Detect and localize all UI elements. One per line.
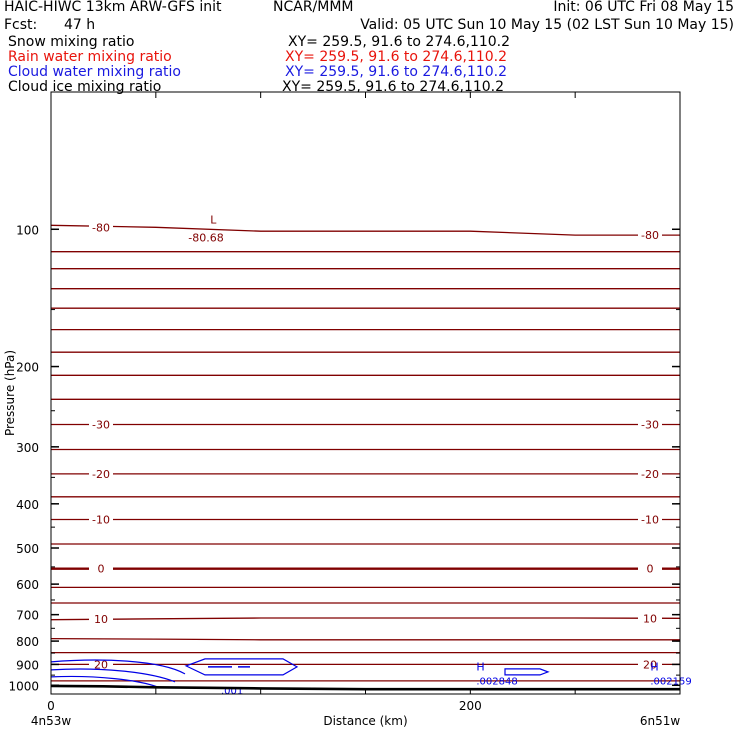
isotherm-label: 20 <box>94 658 108 671</box>
isotherm-label-bg <box>89 658 113 671</box>
isotherm-label-bg <box>89 467 113 480</box>
isotherm-label: -30 <box>92 419 110 432</box>
cloud-water-high-value: .002848 <box>476 676 517 687</box>
x-tick-label: 0 <box>47 699 55 713</box>
y-tick-label: 500 <box>16 542 39 556</box>
isotherm-label: -10 <box>92 514 110 527</box>
isotherm-label-bg <box>638 658 662 671</box>
isotherm-label: -10 <box>641 514 659 527</box>
init-time: Init: 06 UTC Fri 08 May 15 <box>553 0 734 15</box>
isotherm-label: 20 <box>643 658 657 671</box>
cloud-water-contour <box>50 659 186 675</box>
field-xy-cloud-water: XY= 259.5, 91.6 to 274.6,110.2 <box>285 64 508 80</box>
isotherm-line <box>50 617 681 621</box>
low-center-value: -80.68 <box>188 231 223 244</box>
low-center-marker: L <box>210 213 217 226</box>
isotherm-label: -20 <box>641 468 659 481</box>
isotherm-label: -80 <box>641 229 659 242</box>
isotherm-label: 10 <box>643 612 657 625</box>
isotherm-label: -80 <box>92 221 110 234</box>
section-start-label: 4n53w <box>31 714 72 728</box>
isotherm-label-bg <box>89 612 113 625</box>
cloud-water-cell-contour <box>184 658 299 676</box>
isotherm-label-bg <box>638 562 662 575</box>
cloud-water-contour <box>50 675 161 689</box>
isotherm-label-bg <box>89 513 113 526</box>
field-xy-snow: XY= 259.5, 91.6 to 274.6,110.2 <box>288 34 511 50</box>
isotherm-label-bg <box>89 562 113 575</box>
isotherm-label-bg <box>89 221 113 234</box>
y-tick-label: 700 <box>16 609 39 623</box>
y-tick-label: 900 <box>16 658 39 672</box>
y-tick-label: 600 <box>16 578 39 592</box>
x-tick-label: 200 <box>459 699 482 713</box>
isotherm-label: -30 <box>641 419 659 432</box>
isotherm-label: 0 <box>647 563 654 576</box>
y-tick-label: 300 <box>16 441 39 455</box>
field-xy-cloud-ice: XY= 259.5, 91.6 to 274.6,110.2 <box>282 79 505 95</box>
cloud-water-high-marker: H <box>650 660 658 673</box>
section-end-label: 6n51w <box>640 714 681 728</box>
valid-time: Valid: 05 UTC Sun 10 May 15 (02 LST Sun … <box>360 17 734 33</box>
field-name-snow: Snow mixing ratio <box>8 34 135 50</box>
y-tick-label: 800 <box>16 635 39 649</box>
cloud-water-group: .001 H .002848 H .002159 <box>50 658 692 697</box>
field-name-cloud-ice: Cloud ice mixing ratio <box>8 79 162 95</box>
cloud-water-high-marker: H <box>476 660 484 673</box>
plot-frame <box>50 91 681 695</box>
cloud-water-cell-contour <box>504 668 550 676</box>
y-tick-label: 200 <box>16 361 39 375</box>
isotherm-label: -20 <box>92 468 110 481</box>
label-group: L -80.68 <box>188 213 223 244</box>
terrain-line <box>50 684 680 691</box>
org-label: NCAR/MMM <box>273 0 354 15</box>
forecast-hours: 47 h <box>64 17 96 33</box>
forecast-label: Fcst: <box>4 17 38 33</box>
isotherm-line <box>50 224 680 236</box>
x-axis-title: Distance (km) <box>323 714 407 728</box>
model-title: HAIC-HIWC 13km ARW-GFS init <box>4 0 222 15</box>
isotherm-label-bg <box>638 513 662 526</box>
y-tick-label: 100 <box>16 223 39 237</box>
isotherm-label: 10 <box>94 613 108 626</box>
field-name-rain: Rain water mixing ratio <box>8 49 172 65</box>
field-xy-rain: XY= 259.5, 91.6 to 274.6,110.2 <box>285 49 508 65</box>
isotherm-label: 0 <box>98 563 105 576</box>
y-tick-label: 400 <box>16 498 39 512</box>
isotherm-label-bg <box>638 467 662 480</box>
isotherm-line <box>50 637 680 641</box>
cloud-water-contour-label: .001 <box>221 686 243 697</box>
y-tick-label: 1000 <box>8 679 39 693</box>
isotherm-label-bg <box>638 229 662 242</box>
terrain-group <box>50 684 680 691</box>
isotherm-label-bg <box>638 418 662 431</box>
y-axis-title: Pressure (hPa) <box>3 350 17 436</box>
isotherm-label-bg <box>638 612 662 625</box>
isotherm-group: -80 -80 -30 -30 -20 -20 -10 -10 0 0 10 10 20 20 <box>50 221 681 682</box>
cloud-water-contour <box>50 668 176 683</box>
isotherm-label-bg <box>89 418 113 431</box>
field-name-cloud-water: Cloud water mixing ratio <box>8 64 181 80</box>
cloud-water-high-value: .002159 <box>650 676 691 687</box>
